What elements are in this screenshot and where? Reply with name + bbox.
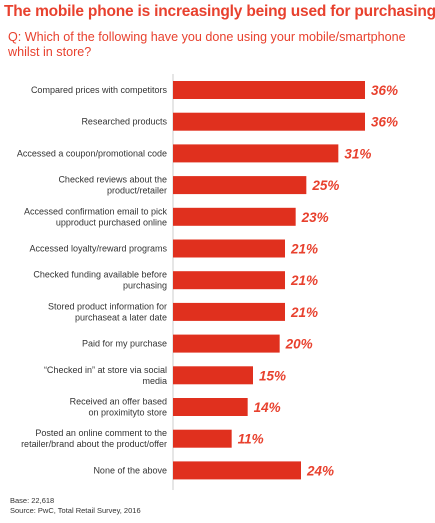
bar	[173, 239, 285, 258]
bar-chart: Compared prices with competitors 36% Resea…	[17, 74, 398, 490]
bar	[173, 81, 365, 99]
category-label-line: Received an offer based	[70, 397, 167, 407]
category-label-line: upproduct purchased online	[56, 217, 167, 227]
bar	[173, 271, 285, 290]
category-label-line: Checked reviews about the	[58, 175, 167, 185]
bar	[173, 207, 296, 226]
category-label-line: retailer/brand about the product/offer	[21, 439, 167, 449]
category-label-line: purchasing	[123, 281, 167, 291]
value-label: 15%	[259, 368, 286, 383]
value-label: 24%	[306, 463, 334, 478]
value-label: 23%	[301, 210, 329, 225]
category-label-line: on proximityto store	[88, 408, 167, 418]
category-label-line: product/retailer	[107, 186, 167, 196]
source-note: Source: PwC, Total Retail Survey, 2016	[10, 506, 141, 515]
value-label: 31%	[344, 146, 371, 161]
category-label: None of the above	[93, 465, 167, 475]
category-label-line: media	[142, 376, 167, 386]
category-label-line: None of the above	[93, 465, 167, 475]
base-note: Base: 22,618	[10, 496, 55, 505]
category-label-line: Stored product information for	[48, 301, 167, 311]
category-label: Compared prices with competitors	[31, 85, 168, 95]
category-label: “Checked in” at store via social media	[44, 365, 167, 386]
value-label: 21%	[290, 273, 318, 288]
bar	[173, 176, 307, 195]
bar	[173, 366, 253, 385]
bar	[173, 334, 280, 353]
category-label-line: Researched products	[81, 117, 167, 127]
bar	[173, 429, 232, 448]
value-label: 11%	[238, 432, 264, 447]
category-label: Checked funding available before purchasi…	[33, 270, 167, 291]
value-label: 21%	[290, 242, 318, 257]
category-label: Posted an online comment to the retailer/…	[21, 428, 167, 449]
category-label: Checked reviews about the product/retaile…	[58, 175, 167, 196]
bar	[173, 398, 248, 416]
survey-question: Q: Which of the following have you done …	[8, 30, 406, 59]
category-label-line: Compared prices with competitors	[31, 85, 168, 95]
value-label: 25%	[311, 178, 339, 193]
category-label-line: Checked funding available before	[33, 270, 167, 280]
category-label: Accessed confirmation email to pick uppro…	[24, 206, 168, 227]
value-label: 14%	[254, 400, 281, 415]
category-label: Received an offer based on proximityto st…	[70, 397, 167, 418]
category-label-line: “Checked in” at store via social	[44, 365, 167, 375]
category-label-line: purchaseat a later date	[75, 312, 167, 322]
category-label: Paid for my purchase	[82, 339, 167, 349]
category-label: Accessed loyalty/reward programs	[29, 244, 167, 254]
value-label: 20%	[285, 337, 313, 352]
category-label-line: Paid for my purchase	[82, 339, 167, 349]
value-label: 36%	[371, 83, 398, 98]
category-label-line: Accessed a coupon/promotional code	[17, 148, 167, 158]
category-label: Accessed a coupon/promotional code	[17, 148, 167, 158]
category-label-line: Posted an online comment to the	[35, 428, 167, 438]
value-label: 36%	[371, 115, 398, 130]
chart-title: The mobile phone is increasingly being u…	[4, 3, 435, 20]
bar	[173, 461, 301, 480]
bar	[173, 144, 339, 163]
category-label: Researched products	[81, 117, 167, 127]
category-label-line: Accessed loyalty/reward programs	[29, 244, 167, 254]
category-label-line: Accessed confirmation email to pick	[24, 206, 168, 216]
value-label: 21%	[290, 305, 318, 320]
bar	[173, 112, 365, 131]
category-label: Stored product information for purchaseat…	[48, 301, 167, 322]
bar	[173, 302, 285, 321]
